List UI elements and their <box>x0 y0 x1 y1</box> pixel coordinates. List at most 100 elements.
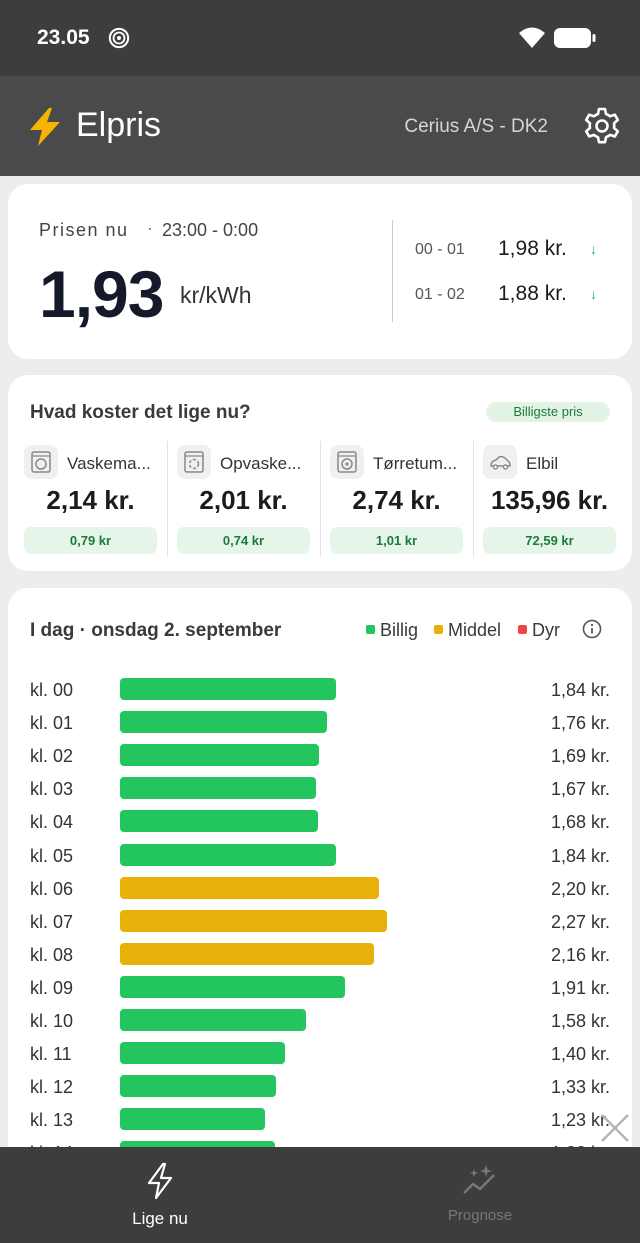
bar-track <box>120 909 520 932</box>
wifi-icon <box>519 27 545 48</box>
sync-icon <box>108 27 130 49</box>
legend-label: Dyr <box>532 620 560 640</box>
upcoming-price: 1,88 kr. <box>498 282 567 305</box>
appliance-electric-car[interactable]: Elbil 135,96 kr. 72,59 kr <box>483 441 635 557</box>
bar-track <box>120 678 520 700</box>
bar-track <box>120 843 520 866</box>
hour-label: kl. 00 <box>30 680 74 700</box>
current-price-card: Prisen nu · 23:00 - 0:00 1,93 kr/kWh 00 … <box>8 184 632 359</box>
divider <box>320 441 321 557</box>
hour-label: kl. 10 <box>30 1011 74 1031</box>
cheapest-price-badge[interactable]: Billigste pris <box>486 402 610 422</box>
price-bar <box>120 1075 277 1098</box>
legend-label: Middel <box>448 620 502 640</box>
appliance-name: Opvaske... <box>220 454 302 473</box>
current-price-label: Prisen nu <box>39 220 129 240</box>
current-price-value: 1,93 <box>39 257 164 331</box>
price-bar <box>120 876 379 899</box>
hour-label: kl. 08 <box>30 944 74 965</box>
bar-row: kl. 12 1,33 kr. <box>8 1070 632 1103</box>
bar-track <box>120 1075 520 1098</box>
price-bar <box>120 744 319 767</box>
appliance-washing-machine[interactable]: Vaskema... 2,14 kr. 0,79 kr <box>24 441 176 557</box>
price-bar <box>120 909 388 932</box>
appliance-price: 2,01 kr. <box>199 485 288 515</box>
nav-item-prognose[interactable]: Prognose <box>320 1147 640 1243</box>
price-value-label: 1,33 kr. <box>550 1077 610 1098</box>
arrow-down-icon: ↓ <box>590 241 597 257</box>
bar-track <box>120 1108 520 1131</box>
appliance-dishwasher[interactable]: Opvaske... 2,01 kr. 0,74 kr <box>177 441 329 557</box>
legend-label: Billig <box>380 620 419 640</box>
hour-label: kl. 02 <box>30 746 74 767</box>
electric-car-icon <box>483 445 517 479</box>
price-bar <box>120 1108 265 1131</box>
nav-label: Lige nu <box>132 1209 188 1228</box>
appliance-saving: 1,01 kr <box>330 527 463 554</box>
price-bar <box>120 843 337 866</box>
appliance-tumble-dryer[interactable]: Tørretum... 2,74 kr. 1,01 kr <box>330 441 482 557</box>
price-value-label: 1,76 kr. <box>550 713 610 734</box>
lightning-bolt-icon <box>30 108 60 146</box>
bar-track <box>120 711 520 734</box>
price-value-label: 1,23 kr. <box>550 1110 610 1131</box>
legend-expensive: Dyr <box>518 620 560 641</box>
bar-row: kl. 00 1,84 kr. <box>8 673 632 706</box>
info-icon[interactable] <box>582 619 602 639</box>
price-value-label: 1,68 kr. <box>550 812 610 833</box>
nav-label: Prognose <box>447 1207 513 1224</box>
bar-row: kl. 10 1,58 kr. <box>8 1004 632 1037</box>
price-value-label: 1,84 kr. <box>550 845 610 866</box>
legend-cheap: Billig <box>366 620 418 641</box>
upcoming-price-row: 00 - 01 1,98 kr. ↓ <box>415 235 615 265</box>
battery-icon <box>554 28 596 48</box>
hour-label: kl. 04 <box>30 812 74 833</box>
hour-label: kl. 13 <box>30 1110 74 1131</box>
bar-track <box>120 876 520 899</box>
close-icon[interactable] <box>598 1111 632 1145</box>
legend-swatch-expensive <box>518 625 527 634</box>
bar-row: kl. 04 1,68 kr. <box>8 805 632 838</box>
price-value-label: 2,20 kr. <box>550 878 610 899</box>
sparkle-chart-icon <box>463 1165 495 1194</box>
bar-row: kl. 03 1,67 kr. <box>8 772 632 805</box>
separator-dot: · <box>147 218 153 238</box>
price-value-label: 1,69 kr. <box>550 746 610 767</box>
hour-label: kl. 11 <box>30 1044 72 1065</box>
appliance-price: 2,74 kr. <box>352 485 441 515</box>
appliance-price: 2,14 kr. <box>46 485 135 515</box>
chart-title: I dag · onsdag 2. september <box>30 620 282 641</box>
hour-label: kl. 05 <box>30 845 74 866</box>
bottom-nav: Lige nu Prognose <box>0 1147 640 1243</box>
gear-icon[interactable] <box>582 106 622 146</box>
current-price-unit: kr/kWh <box>180 282 252 308</box>
hour-label: kl. 12 <box>30 1077 74 1098</box>
hour-label: kl. 07 <box>30 911 74 932</box>
bar-row: kl. 01 1,76 kr. <box>8 706 632 739</box>
grid-provider[interactable]: Cerius A/S - DK2 <box>404 116 548 137</box>
tumble-dryer-icon <box>330 445 364 479</box>
bar-row: kl. 11 1,40 kr. <box>8 1037 632 1070</box>
appliance-price: 135,96 kr. <box>490 485 609 515</box>
hour-label: kl. 01 <box>30 713 74 734</box>
price-bar <box>120 777 317 800</box>
bar-track <box>120 942 520 965</box>
nav-item-lige-nu[interactable]: Lige nu <box>0 1147 320 1243</box>
appliance-saving: 0,74 kr <box>177 527 310 554</box>
legend-swatch-cheap <box>366 625 375 634</box>
hour-label: kl. 03 <box>30 779 74 800</box>
price-bar <box>120 1042 285 1065</box>
cost-now-title: Hvad koster det lige nu? <box>30 402 251 423</box>
legend-swatch-medium <box>434 625 443 634</box>
bar-track <box>120 1042 520 1065</box>
appliance-name: Tørretum... <box>373 454 458 473</box>
bar-track <box>120 810 520 833</box>
appliance-name: Vaskema... <box>67 454 151 473</box>
price-value-label: 2,27 kr. <box>550 911 610 932</box>
price-bar <box>120 1009 306 1031</box>
price-value-label: 1,84 kr. <box>550 680 610 700</box>
bar-row: kl. 09 1,91 kr. <box>8 971 632 1004</box>
today-price-chart: I dag · onsdag 2. september Billig Midde… <box>8 588 632 1208</box>
legend-medium: Middel <box>434 620 501 641</box>
upcoming-price-row: 01 - 02 1,88 kr. ↓ <box>415 280 615 310</box>
